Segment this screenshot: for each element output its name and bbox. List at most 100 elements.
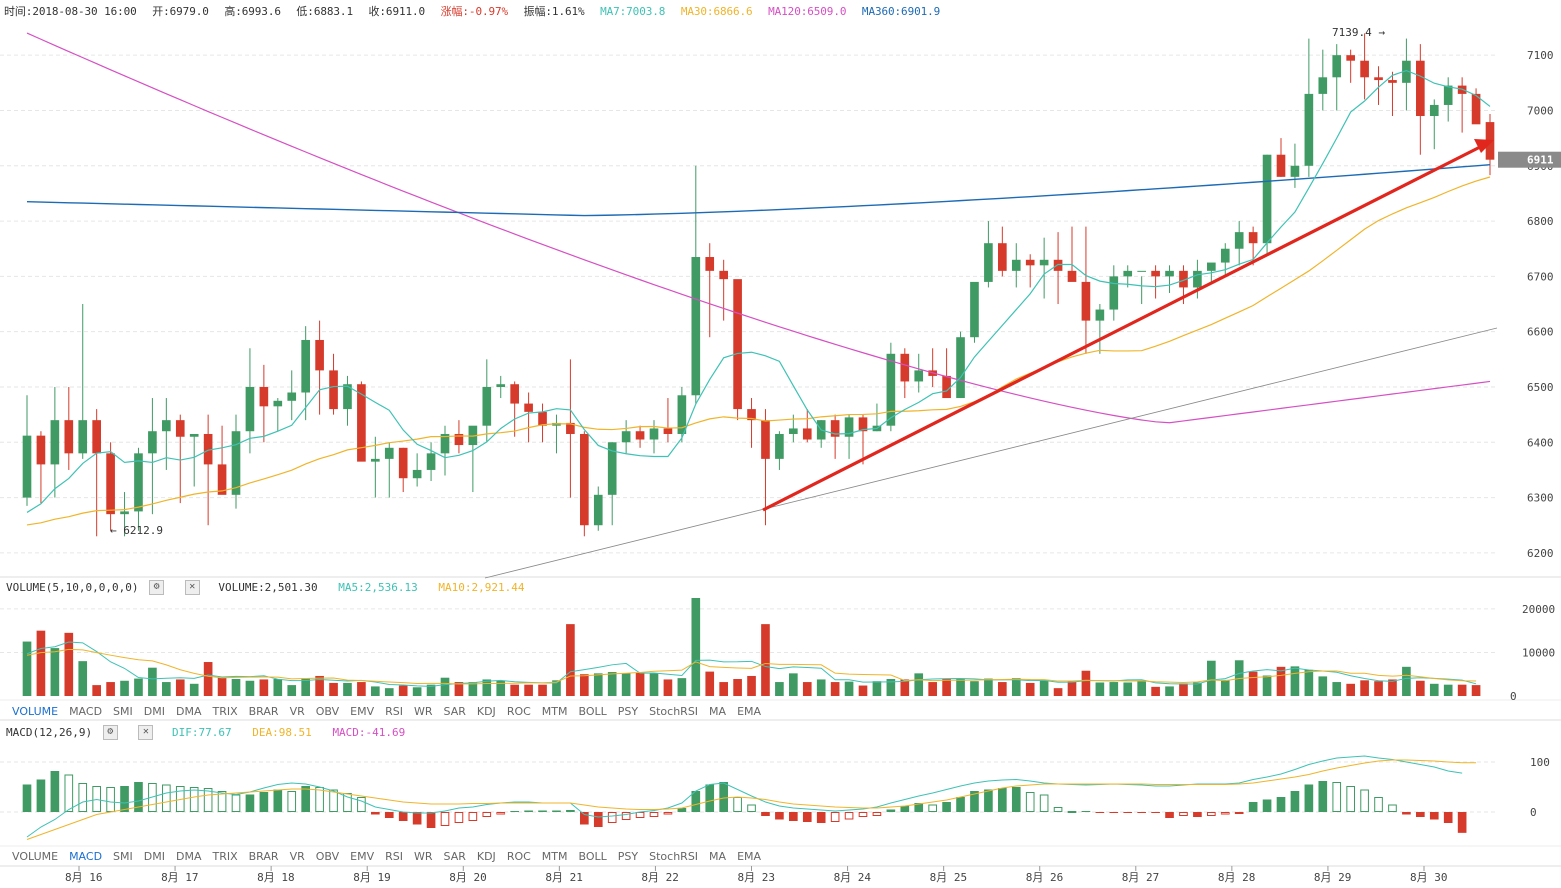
- macd-bar: [942, 802, 951, 812]
- volume-bar: [454, 682, 464, 696]
- volume-bar: [301, 678, 310, 696]
- macd-bar: [1137, 812, 1146, 813]
- tab-obv[interactable]: OBV: [315, 705, 340, 718]
- tab-dmi[interactable]: DMI: [143, 850, 165, 863]
- tab-rsi[interactable]: RSI: [385, 705, 403, 718]
- tab-volume[interactable]: VOLUME: [12, 705, 59, 718]
- tab-obv[interactable]: OBV: [315, 850, 340, 863]
- price-tick-label: 6300: [1527, 492, 1554, 505]
- volume-bar: [705, 671, 715, 696]
- gear-icon[interactable]: ⚙: [102, 725, 118, 740]
- tab-vr[interactable]: VR: [289, 850, 305, 863]
- tab-mtm[interactable]: MTM: [541, 850, 568, 863]
- tab-kdj[interactable]: KDJ: [476, 705, 496, 718]
- macd-tick-label: 100: [1530, 756, 1550, 769]
- candle-body: [1262, 154, 1272, 244]
- macd-header: MACD(12,26,9) ⚙ ✕ DIF:77.67 DEA:98.51 MA…: [6, 725, 419, 740]
- tab-sar[interactable]: SAR: [443, 705, 466, 718]
- tab-emv[interactable]: EMV: [350, 705, 375, 718]
- tab-wr[interactable]: WR: [413, 850, 433, 863]
- trend-arrow-line: [762, 143, 1485, 512]
- macd-tick-label: 0: [1530, 806, 1537, 819]
- tab-dmi[interactable]: DMI: [143, 705, 165, 718]
- tab-ma[interactable]: MA: [709, 850, 727, 863]
- tab-stochrsi[interactable]: StochRSI: [649, 705, 699, 718]
- close-icon[interactable]: ✕: [184, 580, 200, 595]
- tab-volume[interactable]: VOLUME: [12, 850, 59, 863]
- candle-body: [148, 431, 157, 454]
- macd-bar: [1025, 792, 1035, 812]
- candle-body: [1346, 55, 1355, 61]
- macd-bar: [1290, 791, 1300, 812]
- macd-bar: [203, 788, 213, 812]
- tab-brar[interactable]: BRAR: [248, 705, 279, 718]
- macd-bar: [1095, 812, 1105, 813]
- macd-bar: [231, 794, 241, 812]
- tab-mtm[interactable]: MTM: [541, 705, 568, 718]
- price-tick-label: 6600: [1527, 326, 1554, 339]
- candle-body: [858, 417, 868, 432]
- macd-bar: [900, 806, 910, 812]
- volume-bar: [1025, 682, 1035, 696]
- candle-body: [412, 469, 422, 479]
- tab-dma[interactable]: DMA: [175, 850, 202, 863]
- volume-bar: [148, 667, 157, 696]
- tab-rsi[interactable]: RSI: [385, 850, 403, 863]
- tab-emv[interactable]: EMV: [350, 850, 375, 863]
- candle-body: [371, 458, 380, 462]
- macd-bar: [329, 789, 338, 812]
- macd-bar: [440, 812, 450, 826]
- tab-wr[interactable]: WR: [413, 705, 433, 718]
- macd-bar: [454, 812, 464, 823]
- volume-bar: [1123, 682, 1133, 696]
- tab-brar[interactable]: BRAR: [248, 850, 279, 863]
- tab-roc[interactable]: ROC: [506, 850, 531, 863]
- candle-body: [482, 386, 492, 426]
- tab-smi[interactable]: SMI: [113, 850, 133, 863]
- gear-icon[interactable]: ⚙: [149, 580, 165, 595]
- volume-bar: [621, 673, 631, 696]
- volume-bar: [134, 678, 143, 696]
- tab-boll[interactable]: BOLL: [578, 705, 607, 718]
- ma7-label: MA7:7003.8: [600, 5, 666, 18]
- tab-macd[interactable]: MACD: [69, 705, 103, 718]
- tab-psy[interactable]: PSY: [617, 705, 639, 718]
- tab-psy[interactable]: PSY: [617, 850, 639, 863]
- volume-bar: [552, 680, 561, 696]
- volume-bar: [203, 662, 213, 696]
- volume-bar: [970, 681, 979, 696]
- tab-stochrsi[interactable]: StochRSI: [649, 850, 699, 863]
- tab-roc[interactable]: ROC: [506, 705, 531, 718]
- tab-vr[interactable]: VR: [289, 705, 305, 718]
- tab-trix[interactable]: TRIX: [212, 850, 238, 863]
- low-label: 低:6883.1: [296, 5, 353, 18]
- macd-bar: [162, 784, 171, 812]
- tab-smi[interactable]: SMI: [113, 705, 133, 718]
- volume-bar: [789, 673, 798, 696]
- volume-bar: [217, 677, 227, 696]
- tab-ma[interactable]: MA: [709, 705, 727, 718]
- tab-dma[interactable]: DMA: [175, 705, 202, 718]
- price-tick-label: 6200: [1527, 547, 1554, 560]
- tab-trix[interactable]: TRIX: [212, 705, 238, 718]
- tab-boll[interactable]: BOLL: [578, 850, 607, 863]
- tab-ema[interactable]: EMA: [737, 850, 762, 863]
- volume-bar: [914, 673, 924, 696]
- tab-sar[interactable]: SAR: [443, 850, 466, 863]
- macd-bar: [1248, 802, 1258, 812]
- tab-ema[interactable]: EMA: [737, 705, 762, 718]
- high-label: 高:6993.6: [224, 5, 281, 18]
- volume-bar: [384, 688, 394, 696]
- volume-bar: [496, 680, 506, 696]
- candle-body: [747, 409, 756, 421]
- macd-value: MACD:-41.69: [332, 725, 406, 739]
- tab-macd[interactable]: MACD: [69, 850, 103, 863]
- price-tick-label: 6400: [1527, 436, 1554, 449]
- tab-kdj[interactable]: KDJ: [476, 850, 496, 863]
- volume-bar: [231, 679, 241, 696]
- macd-bar: [970, 791, 979, 812]
- change-label: 涨幅:-0.97%: [440, 5, 509, 18]
- close-icon[interactable]: ✕: [138, 725, 154, 740]
- volume-bar: [1290, 666, 1300, 696]
